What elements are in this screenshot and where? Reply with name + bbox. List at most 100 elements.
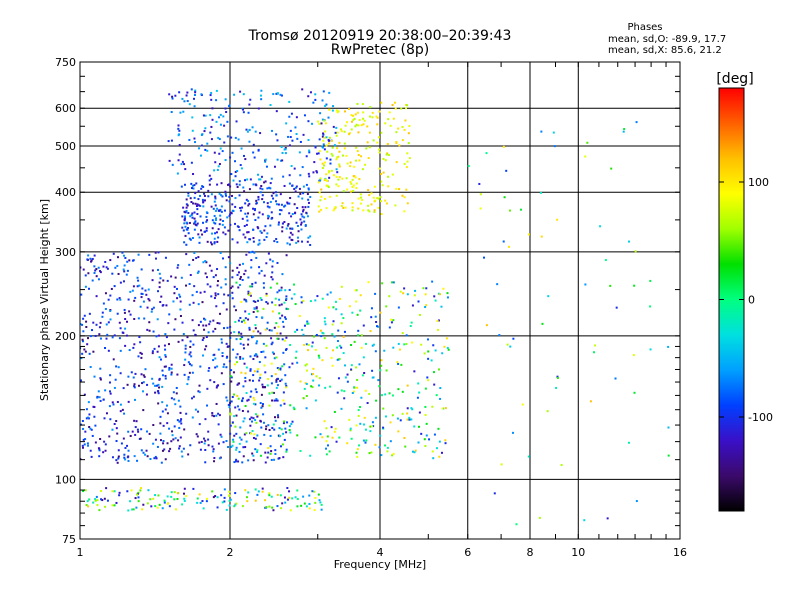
- echo-point: [340, 407, 343, 410]
- echo-point: [314, 93, 317, 96]
- echo-point: [109, 390, 112, 393]
- echo-point: [235, 338, 238, 341]
- echo-point: [306, 240, 309, 243]
- echo-point: [272, 352, 275, 355]
- echo-point: [221, 223, 224, 226]
- echo-point: [193, 137, 196, 140]
- echo-point: [413, 451, 416, 454]
- echo-point: [276, 332, 279, 335]
- echo-point: [428, 438, 431, 441]
- echo-point: [404, 445, 407, 448]
- echo-point: [190, 213, 193, 216]
- echo-point: [174, 508, 177, 511]
- echo-point: [210, 205, 213, 208]
- echo-point: [92, 321, 95, 324]
- echo-point: [227, 446, 230, 449]
- echo-point: [242, 343, 245, 346]
- echo-point: [99, 269, 102, 272]
- echo-point: [295, 350, 298, 353]
- echo-point: [325, 440, 328, 443]
- echo-point: [359, 202, 362, 205]
- echo-point: [276, 92, 279, 95]
- echo-point: [397, 362, 400, 365]
- echo-point: [116, 264, 119, 267]
- echo-point: [352, 189, 355, 192]
- echo-point: [443, 345, 446, 348]
- echo-point: [633, 284, 636, 287]
- echo-point: [188, 138, 191, 141]
- echo-point: [174, 318, 177, 321]
- echo-point: [109, 294, 112, 297]
- echo-point: [213, 456, 216, 459]
- echo-point: [228, 195, 231, 198]
- echo-point: [391, 173, 394, 176]
- echo-point: [193, 285, 196, 288]
- echo-point: [201, 198, 204, 201]
- echo-point: [248, 202, 251, 205]
- echo-point: [202, 221, 205, 224]
- echo-point: [156, 445, 159, 448]
- echo-point: [263, 229, 266, 232]
- echo-point: [127, 298, 130, 301]
- echo-point: [247, 398, 250, 401]
- echo-point: [113, 490, 116, 493]
- echo-point: [278, 434, 281, 437]
- echo-point: [329, 158, 332, 161]
- echo-point: [427, 379, 430, 382]
- echo-point: [238, 180, 241, 183]
- echo-point: [178, 129, 181, 132]
- echo-point: [198, 391, 201, 394]
- echo-point: [177, 399, 180, 402]
- echo-point: [346, 442, 349, 445]
- echo-point: [406, 412, 409, 415]
- echo-point: [385, 305, 388, 308]
- echo-point: [270, 375, 273, 378]
- echo-point: [165, 336, 168, 339]
- echo-point: [204, 148, 207, 151]
- echo-point: [320, 503, 323, 506]
- echo-point: [282, 399, 285, 402]
- echo-point: [375, 320, 378, 323]
- echo-point: [252, 213, 255, 216]
- echo-point: [247, 111, 250, 114]
- echo-point: [340, 204, 343, 207]
- echo-point: [318, 384, 321, 387]
- echo-point: [123, 412, 126, 415]
- echo-point: [183, 497, 186, 500]
- echo-point: [171, 97, 174, 100]
- echo-point: [260, 269, 263, 272]
- echo-point: [147, 297, 150, 300]
- echo-point: [376, 141, 379, 144]
- echo-point: [99, 399, 102, 402]
- echo-point: [207, 195, 210, 198]
- echo-point: [594, 344, 597, 347]
- echo-point: [633, 391, 636, 394]
- echo-point: [100, 498, 103, 501]
- echo-point: [338, 141, 341, 144]
- echo-point: [268, 404, 271, 407]
- echo-point: [359, 406, 362, 409]
- echo-point: [233, 461, 236, 464]
- echo-point: [261, 403, 264, 406]
- echo-point: [158, 286, 161, 289]
- echo-point: [405, 166, 408, 169]
- echo-point: [290, 112, 293, 115]
- echo-point: [413, 294, 416, 297]
- echo-point: [296, 236, 299, 239]
- echo-point: [319, 433, 322, 436]
- echo-point: [111, 504, 114, 507]
- echo-point: [218, 223, 221, 226]
- echo-point: [255, 316, 258, 319]
- echo-point: [157, 334, 160, 337]
- echo-point: [282, 320, 285, 323]
- echo-point: [288, 100, 291, 103]
- echo-point: [325, 207, 328, 210]
- echo-point: [228, 494, 231, 497]
- echo-point: [242, 357, 245, 360]
- echo-point: [231, 238, 234, 241]
- echo-point: [365, 342, 368, 345]
- echo-point: [194, 334, 197, 337]
- echo-point: [366, 402, 369, 405]
- echo-point: [381, 282, 384, 285]
